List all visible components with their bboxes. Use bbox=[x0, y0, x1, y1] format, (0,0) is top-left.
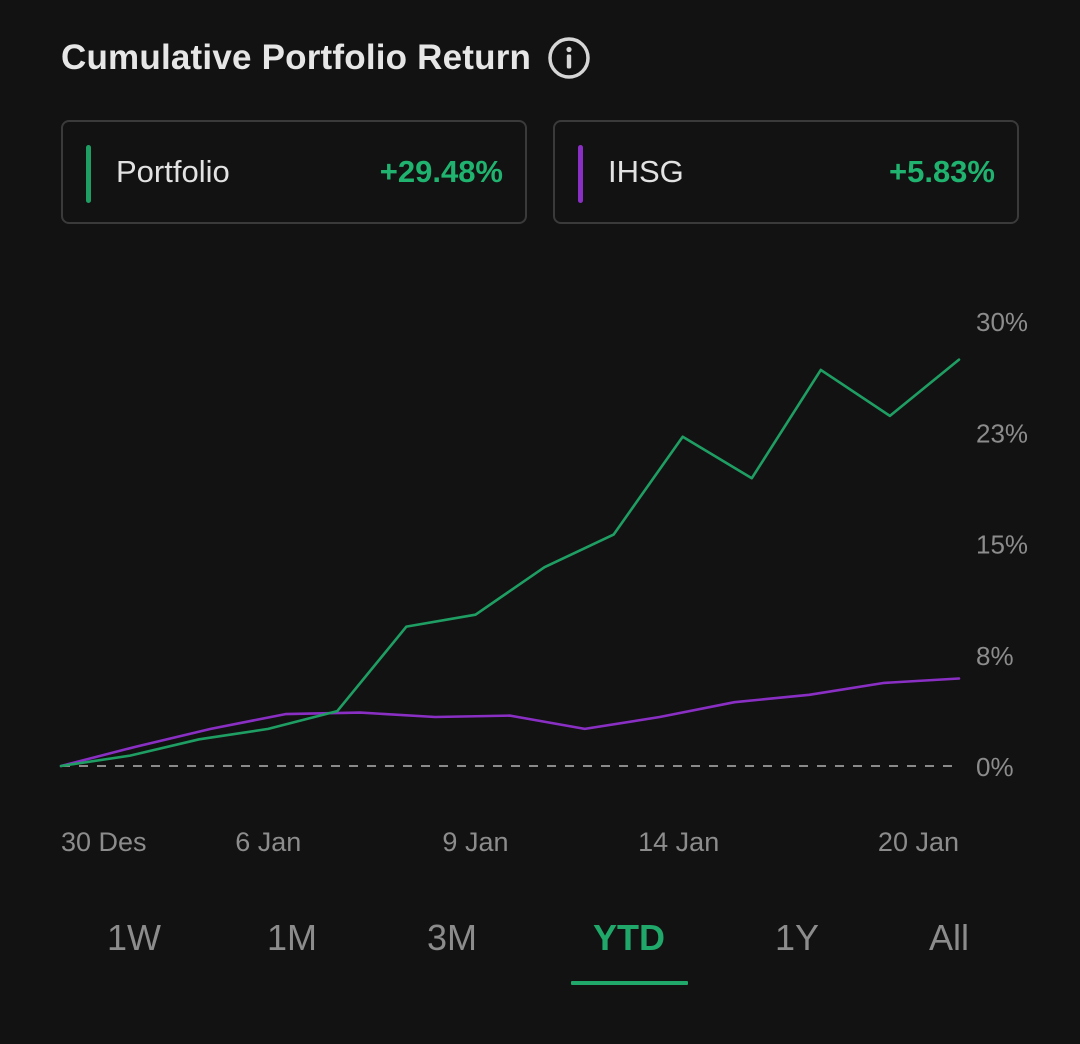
tab-1w[interactable]: 1W bbox=[107, 917, 161, 958]
x-tick-label: 6 Jan bbox=[235, 827, 301, 857]
header: Cumulative Portfolio Return bbox=[61, 30, 591, 86]
tab-3m[interactable]: 3M bbox=[426, 917, 478, 958]
portfolio-color-bar bbox=[86, 145, 91, 203]
return-chart: 0% 8% 15% 23% 30% 30 Des 6 Jan 9 Jan 14 Jan 20 J… bbox=[59, 307, 1028, 857]
series-line-ihsg bbox=[59, 677, 961, 768]
tab-1y[interactable]: 1Y bbox=[774, 917, 820, 958]
x-tick-label: 9 Jan bbox=[442, 827, 508, 857]
y-tick-label: 15% bbox=[976, 530, 1028, 560]
range-tabs: 1W 1M 3M YTD 1Y All bbox=[0, 905, 1080, 985]
x-axis-ticks: 30 Des 6 Jan 9 Jan 14 Jan 20 Jan bbox=[61, 827, 959, 857]
legend-value-ihsg: +5.83% bbox=[888, 154, 995, 189]
tab-1m[interactable]: 1M bbox=[266, 917, 318, 958]
x-tick-label: 20 Jan bbox=[878, 827, 959, 857]
tab-ytd[interactable]: YTD bbox=[593, 917, 665, 958]
y-tick-label: 8% bbox=[976, 641, 1014, 671]
ihsg-color-bar bbox=[578, 145, 583, 203]
x-tick-label: 14 Jan bbox=[638, 827, 719, 857]
tab-active-indicator bbox=[571, 981, 688, 985]
info-icon[interactable] bbox=[547, 36, 591, 80]
y-tick-label: 30% bbox=[976, 307, 1028, 337]
y-tick-label: 23% bbox=[976, 418, 1028, 448]
legend-card-portfolio: Portfolio +29.48% bbox=[61, 120, 527, 224]
legend-label-portfolio: Portfolio bbox=[116, 154, 230, 189]
legend-label-ihsg: IHSG bbox=[608, 154, 684, 189]
chart-series bbox=[59, 358, 961, 768]
y-axis-ticks: 0% 8% 15% 23% 30% bbox=[976, 307, 1028, 782]
tab-all[interactable]: All bbox=[928, 917, 970, 958]
y-tick-label: 0% bbox=[976, 752, 1014, 782]
legend-value-portfolio: +29.48% bbox=[379, 154, 503, 189]
series-line-portfolio bbox=[59, 358, 961, 768]
legend-card-ihsg: IHSG +5.83% bbox=[553, 120, 1019, 224]
x-tick-label: 30 Des bbox=[61, 827, 147, 857]
page-title: Cumulative Portfolio Return bbox=[61, 38, 532, 77]
